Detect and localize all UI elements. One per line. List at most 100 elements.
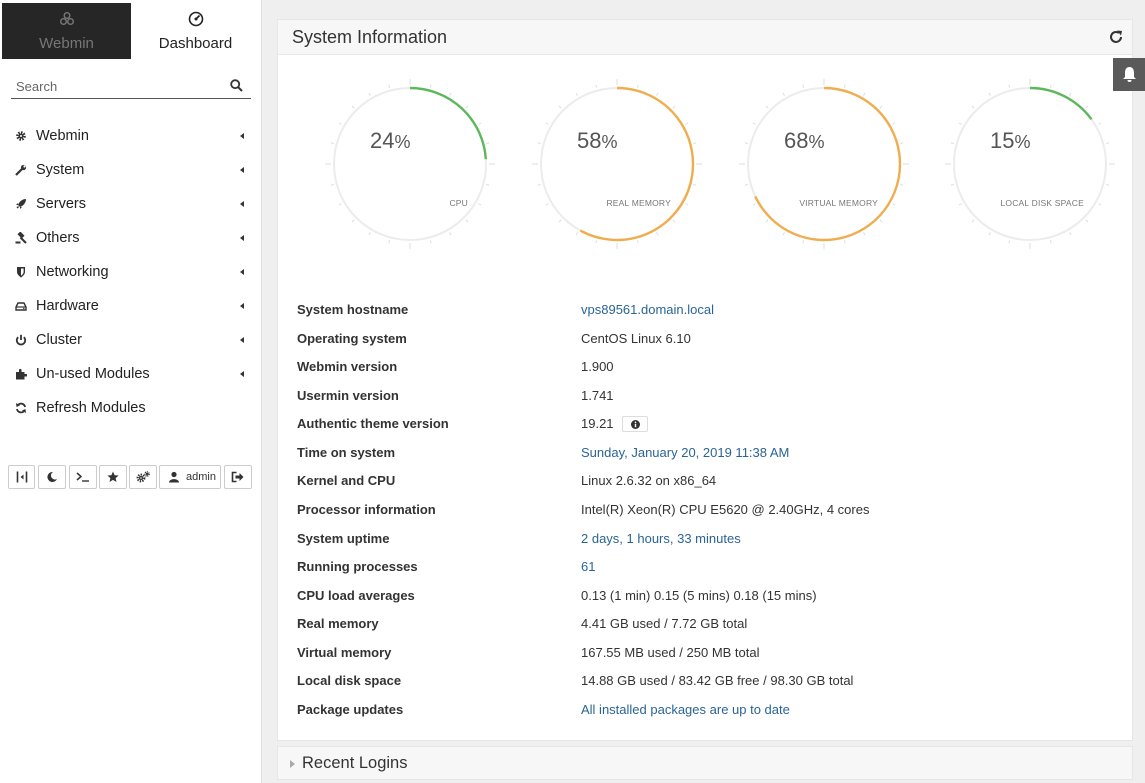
- user-button[interactable]: admin: [159, 465, 221, 489]
- gauge-tick: [545, 122, 549, 125]
- recent-logins-panel[interactable]: Recent Logins: [277, 746, 1133, 780]
- sidebar-item-cluster[interactable]: Cluster: [0, 323, 262, 357]
- night-mode-button[interactable]: [38, 465, 66, 489]
- panel-title: System Information: [292, 27, 448, 47]
- gauge-tick: [765, 219, 769, 223]
- gauge-dial: [325, 79, 495, 249]
- gauge-tick: [575, 92, 578, 96]
- refresh-icon[interactable]: [1108, 29, 1124, 45]
- info-value-wrap: 19.21: [581, 410, 648, 438]
- gauge-dial: [532, 79, 702, 249]
- gauge-tick: [478, 203, 482, 206]
- sidebar-item-label: Servers: [36, 196, 86, 212]
- cogs-icon: [136, 471, 150, 483]
- theme-info-button[interactable]: [621, 415, 648, 432]
- info-value-link[interactable]: 61: [581, 559, 596, 574]
- gauge-tick: [537, 142, 541, 145]
- webmin-logo-icon: [59, 12, 74, 25]
- search-input[interactable]: [11, 75, 221, 97]
- tab-webmin[interactable]: Webmin: [2, 3, 131, 59]
- sidebar-item-refresh-modules[interactable]: Refresh Modules: [0, 391, 262, 425]
- gauge-tick: [465, 105, 469, 109]
- info-key: Local disk space: [297, 673, 402, 688]
- panel-header: System Information: [278, 20, 1132, 55]
- theme-settings-button[interactable]: [129, 465, 157, 489]
- sidebar-item-system[interactable]: System: [0, 153, 262, 187]
- gauge-percent-sign: %: [601, 132, 618, 152]
- info-value-link[interactable]: 2 days, 1 hours, 33 minutes: [581, 530, 741, 546]
- favorites-button[interactable]: [99, 465, 127, 489]
- gauge-tick: [1098, 122, 1102, 125]
- sidebar-item-hardware[interactable]: Hardware: [0, 289, 262, 323]
- logout-button[interactable]: [224, 465, 252, 489]
- info-key: Time on system: [297, 444, 396, 460]
- sidebar-item-label: Networking: [36, 264, 109, 280]
- caret-left-icon: [240, 167, 244, 173]
- info-row-package-updates: Package updates All installed packages ar…: [297, 696, 1057, 724]
- sidebar-item-networking[interactable]: Networking: [0, 255, 262, 289]
- info-value-link[interactable]: All installed packages are up to date: [581, 702, 790, 717]
- gauge-cpu: 24% CPU: [320, 74, 500, 254]
- caret-left-icon: [240, 269, 244, 275]
- power-icon: [15, 334, 27, 346]
- info-row-os: Operating system CentOS Linux 6.10: [297, 325, 1057, 353]
- gauge-tick: [595, 84, 598, 88]
- sidebar-item-webmin[interactable]: Webmin: [0, 119, 262, 153]
- search-box: [11, 75, 251, 99]
- sidebar-item-others[interactable]: Others: [0, 221, 262, 255]
- info-row-webmin-version: Webmin version 1.900: [297, 353, 1057, 381]
- gauge-value: 15%: [990, 128, 1031, 154]
- gauge-value: 58%: [577, 128, 618, 154]
- info-value: Linux 2.6.32 on x86_64: [581, 473, 717, 488]
- gauge-tick: [486, 142, 490, 145]
- gauge-tick: [892, 203, 896, 206]
- gauge-tick: [744, 183, 748, 186]
- gauge-tick: [693, 183, 697, 186]
- gauge-tick: [338, 122, 342, 125]
- notifications-button[interactable]: [1113, 58, 1145, 91]
- sidebar-item-label: System: [36, 162, 85, 178]
- gauge-tick: [900, 183, 904, 186]
- gauge-tick: [1069, 232, 1072, 236]
- gauge-tick: [892, 122, 896, 125]
- system-information-panel: System Information: [277, 19, 1133, 741]
- gauge-tick: [330, 142, 334, 145]
- gauge-percent-sign: %: [1014, 132, 1031, 152]
- gauge-tick: [988, 92, 991, 96]
- logout-icon: [231, 471, 244, 483]
- info-key: Processor information: [297, 502, 436, 517]
- gauge-percent-sign: %: [394, 132, 411, 152]
- gauge-tick: [388, 84, 391, 88]
- info-key: Operating system: [297, 330, 407, 346]
- info-row-theme-version: Authentic theme version 19.21: [297, 410, 1057, 438]
- tab-dashboard-label: Dashboard: [158, 35, 233, 52]
- gauge-tick: [351, 219, 355, 223]
- gauge-number: 68: [784, 128, 809, 153]
- search-icon[interactable]: [230, 79, 243, 92]
- gauge-tick: [636, 240, 639, 244]
- gauge-tick: [782, 232, 785, 236]
- caret-left-icon: [240, 303, 244, 309]
- info-value-link[interactable]: vps89561.domain.local: [581, 302, 714, 317]
- hdd-icon: [15, 302, 27, 311]
- gauge-number: 58: [577, 128, 602, 153]
- gauge-tick: [1008, 240, 1011, 244]
- info-value-link[interactable]: Sunday, January 20, 2019 11:38 AM: [581, 444, 790, 460]
- gauge-tick: [1106, 183, 1110, 186]
- terminal-button[interactable]: [69, 465, 97, 489]
- gauge-tick: [752, 203, 756, 206]
- gauge-arc: [754, 86, 902, 242]
- gauge-dial: [945, 79, 1115, 249]
- gauge-tick: [971, 219, 975, 223]
- sidebar-item-servers[interactable]: Servers: [0, 187, 262, 221]
- sidebar-item-unused-modules[interactable]: Un-used Modules: [0, 357, 262, 391]
- info-row-kernel: Kernel and CPU Linux 2.6.32 on x86_64: [297, 467, 1057, 495]
- tab-dashboard[interactable]: Dashboard: [131, 3, 260, 59]
- gauge-tick: [843, 84, 846, 88]
- gauge-tick: [879, 219, 883, 223]
- info-key: Running processes: [297, 559, 418, 574]
- gauge-tick: [368, 92, 371, 96]
- collapse-sidebar-button[interactable]: [8, 465, 35, 489]
- sidebar-item-label: Others: [36, 230, 80, 246]
- gauge-arc: [1029, 86, 1093, 121]
